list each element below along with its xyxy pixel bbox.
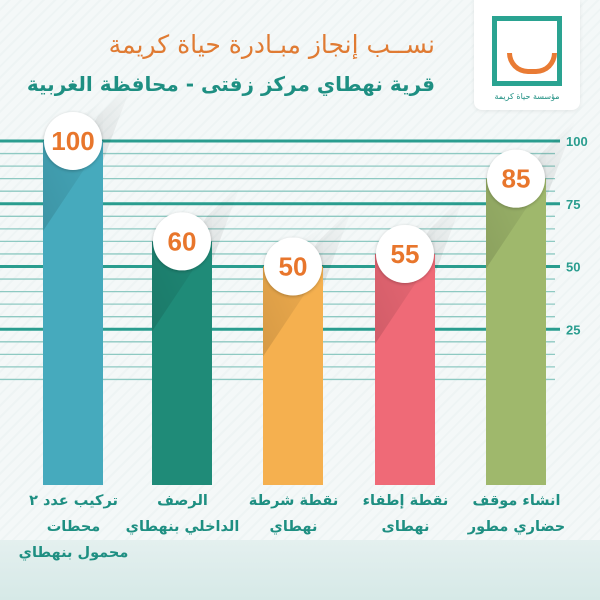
value-badge: [44, 112, 102, 170]
value-badge: [264, 237, 322, 296]
chart-title: نســب إنجاز مبـادرة حياة كريمة: [108, 30, 435, 59]
category-label-line: نهطاي: [269, 519, 318, 535]
category-label-line: انشاء موقف: [472, 493, 561, 509]
category-label-line: الداخلي بنهطاي: [125, 519, 240, 535]
category-label-line: نقطة شرطة: [248, 493, 339, 509]
category-label-line: حضاري مطور: [467, 519, 566, 535]
category-label-line: محمول بنهطاي: [18, 545, 129, 561]
category-label-line: نهطاى: [381, 519, 430, 535]
category-label: الرصف الداخلي بنهطاي: [120, 488, 245, 540]
category-label: نقطة إطفاء نهطاى: [343, 488, 468, 540]
data-label: 100: [51, 126, 94, 156]
value-badge: [153, 212, 211, 271]
chart-subtitle: قرية نهطاي مركز زفتى - محافظة الغربية: [26, 72, 435, 96]
background-city: [0, 540, 600, 600]
category-label-line: تركيب عدد ٢ محطات: [29, 493, 118, 535]
data-label: 55: [391, 239, 420, 269]
value-badge: [376, 224, 434, 283]
category-label: انشاء موقف حضاري مطور: [454, 488, 579, 540]
y-tick-label: 50: [566, 260, 580, 275]
y-tick-label: 75: [566, 197, 580, 212]
category-label-line: نقطة إطفاء: [362, 493, 449, 509]
category-label: تركيب عدد ٢ محطات محمول بنهطاي: [11, 488, 136, 566]
logo-text: مؤسسة حياة كريمة: [494, 92, 560, 101]
logo-frame-icon: [492, 16, 562, 86]
data-label: 60: [168, 226, 197, 256]
data-label: 85: [502, 164, 531, 194]
logo: مؤسسة حياة كريمة: [474, 0, 580, 110]
value-badge: [487, 149, 545, 208]
y-tick-label: 100: [566, 134, 588, 149]
category-label-line: الرصف: [157, 493, 208, 509]
y-tick-label: 25: [566, 322, 580, 337]
category-label: نقطة شرطة نهطاي: [231, 488, 356, 540]
data-label: 50: [279, 252, 308, 282]
